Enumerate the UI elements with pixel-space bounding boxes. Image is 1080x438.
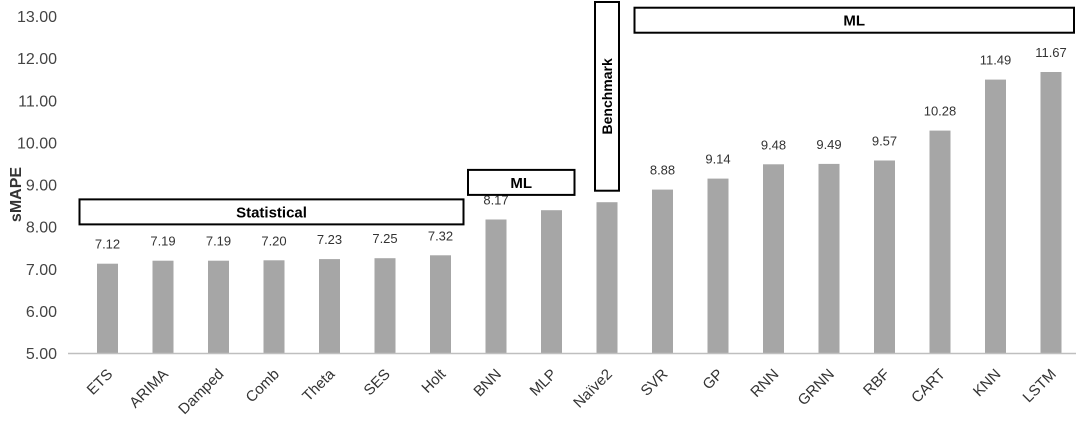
group-label-benchmark: Benchmark: [599, 58, 615, 134]
y-tick-label: 13.00: [17, 9, 57, 26]
data-label: 9.48: [761, 137, 786, 152]
data-label: 7.20: [261, 233, 286, 248]
data-label: 8.88: [650, 163, 675, 178]
group-box-statistical-0: [78, 198, 465, 226]
data-label: 7.19: [206, 234, 231, 249]
bar-arima: [152, 260, 174, 353]
group-box-benchmark-2: [594, 1, 620, 192]
x-tick-label: LSTM: [1020, 366, 1060, 406]
x-tick-label: Comb: [243, 366, 283, 406]
data-label: 7.25: [372, 231, 397, 246]
y-axis-title: sMAPE: [8, 167, 25, 222]
data-label: 7.12: [95, 237, 120, 252]
group-label-statistical: Statistical: [236, 204, 307, 221]
bar-bnn: [485, 219, 507, 353]
x-tick-label: Theta: [299, 365, 339, 405]
x-tick-label: ARIMA: [126, 366, 172, 412]
x-tick-label: KNN: [970, 366, 1004, 400]
x-tick-label: GRNN: [795, 366, 838, 409]
x-tick-label: SES: [361, 366, 394, 399]
bar-comb: [263, 260, 285, 353]
bar-gp: [707, 178, 729, 353]
data-label: 10.28: [924, 104, 957, 119]
group-label-ml: ML: [510, 175, 532, 192]
bar-lstm: [1040, 72, 1062, 353]
data-label: 7.23: [317, 232, 342, 247]
y-tick-label: 10.00: [17, 135, 57, 152]
bar-holt: [430, 255, 451, 353]
bar-mlp: [541, 210, 562, 353]
data-label: 8.17: [483, 192, 508, 207]
bar-theta: [319, 259, 340, 353]
data-label: 11.67: [1035, 45, 1067, 60]
bar-grnn: [818, 163, 840, 353]
x-tick-label: SVR: [637, 366, 671, 400]
x-tick-label: Naïve2: [570, 366, 616, 412]
x-tick-label: ETS: [84, 366, 117, 399]
bar-ets: [97, 263, 118, 353]
x-tick-label: RBF: [860, 366, 893, 399]
y-tick-label: 9.00: [26, 178, 57, 195]
y-tick-label: 6.00: [26, 304, 57, 321]
data-label: 9.57: [872, 133, 897, 148]
y-tick-label: 8.00: [26, 220, 57, 237]
bar-svr: [652, 189, 673, 353]
x-tick-label: GP: [699, 366, 726, 393]
y-tick-label: 5.00: [26, 346, 57, 363]
y-tick-label: 7.00: [26, 262, 57, 279]
bar-knn: [985, 79, 1006, 353]
x-tick-label: RNN: [747, 366, 782, 401]
group-label-ml: ML: [843, 13, 865, 30]
group-box-ml-3: [633, 6, 1075, 34]
group-box-ml-1: [467, 168, 576, 196]
y-tick-label: 12.00: [17, 51, 57, 68]
x-tick-label: CART: [908, 366, 949, 407]
x-tick-label: BNN: [470, 366, 504, 400]
data-label: 9.14: [705, 152, 730, 167]
x-tick-label: MLP: [526, 366, 560, 400]
x-tick-label: Damped: [175, 366, 227, 418]
bar-damped: [208, 260, 229, 353]
bar-rbf: [874, 160, 895, 353]
data-label: 9.49: [816, 137, 841, 152]
data-label: 11.49: [980, 53, 1012, 68]
y-tick-label: 11.00: [18, 93, 57, 110]
bar-nave2: [596, 202, 618, 353]
bar-ses: [374, 258, 396, 353]
bar-rnn: [763, 164, 784, 353]
data-label: 7.32: [428, 228, 453, 243]
x-tick-label: Holt: [418, 365, 449, 396]
data-label: 7.19: [150, 234, 175, 249]
bar-cart: [929, 130, 951, 353]
